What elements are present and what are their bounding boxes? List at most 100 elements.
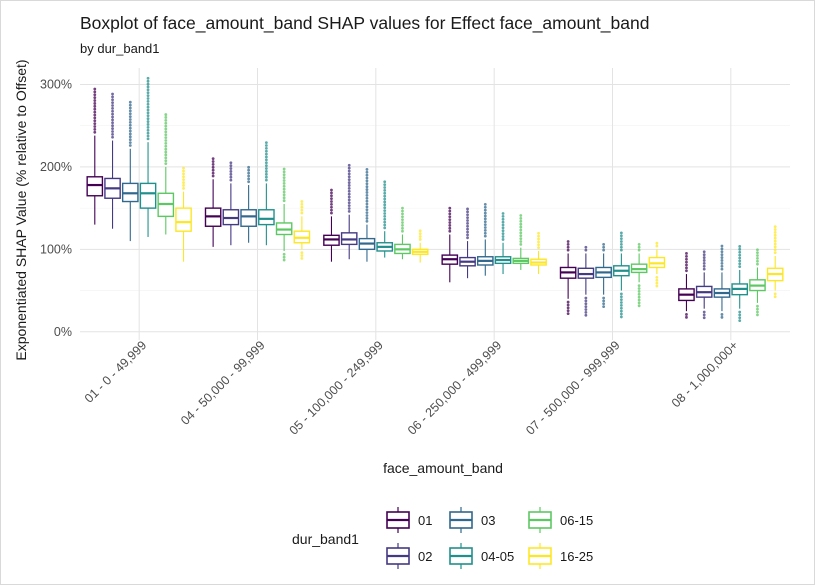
outlier-point [418, 232, 422, 236]
outlier-point [93, 130, 97, 134]
box-body [139, 182, 157, 209]
outlier-point [720, 259, 724, 262]
outlier-point [466, 236, 469, 240]
outlier-point [566, 240, 570, 243]
outlier-point [602, 302, 606, 306]
outlier-point [619, 295, 623, 299]
outlier-point [537, 243, 540, 247]
outlier-point [300, 205, 304, 209]
box-body [258, 209, 275, 226]
outlier-point [773, 225, 777, 229]
legend-key: 03 [449, 507, 495, 533]
outlier-point [383, 214, 387, 218]
outlier-point [773, 228, 777, 231]
outlier-point [519, 234, 523, 238]
plot-panel [80, 68, 790, 340]
outlier-point [738, 316, 742, 320]
outlier-point [566, 242, 570, 246]
outlier-point [448, 206, 452, 210]
outlier-point [383, 220, 387, 224]
outlier-point [365, 193, 369, 197]
outlier-point [211, 171, 215, 175]
outlier-point [264, 155, 268, 159]
outlier-point [164, 142, 168, 145]
outlier-point [466, 216, 469, 220]
outlier-point [128, 121, 132, 124]
outlier-point [519, 231, 523, 235]
outlier-point [282, 193, 286, 197]
outlier-point [619, 315, 623, 319]
outlier-point [229, 170, 233, 173]
outlier-point [347, 172, 351, 176]
outlier-point [720, 315, 724, 319]
outlier-point [756, 254, 759, 257]
outlier-point [365, 217, 369, 220]
outlier-point [330, 205, 333, 209]
outlier-point [619, 248, 623, 252]
outlier-point [93, 116, 97, 120]
outlier-point [264, 146, 268, 150]
y-axis: 0% 100% 200% 300% [40, 77, 72, 338]
outlier-point [365, 205, 369, 209]
outlier-point [164, 144, 168, 148]
outlier-point [720, 250, 724, 254]
outlier-point [347, 198, 351, 202]
outlier-point [347, 201, 351, 205]
outlier-point [330, 203, 333, 206]
outlier-point [383, 189, 387, 192]
outlier-point [448, 224, 452, 227]
x-axis-label: face_amount_band [383, 460, 503, 476]
outlier-point [330, 211, 333, 215]
outlier-point [282, 196, 286, 200]
outlier-point [756, 307, 759, 311]
outlier-point [111, 109, 114, 113]
outlier-point [383, 194, 387, 198]
outlier-point [702, 316, 706, 320]
outlier-point [738, 253, 742, 257]
outlier-point [537, 231, 540, 235]
outlier-point [720, 313, 724, 316]
outlier-point [383, 212, 387, 215]
outlier-point [247, 165, 251, 169]
outlier-point [93, 113, 97, 117]
outlier-point [466, 213, 469, 217]
outlier-point [619, 234, 623, 238]
outlier-point [347, 195, 351, 199]
outlier-point [619, 298, 623, 302]
outlier-point [182, 186, 185, 190]
outlier-point [282, 199, 286, 203]
outlier-point [365, 191, 369, 194]
box-body [175, 207, 192, 232]
outlier-point [164, 116, 168, 119]
outlier-point [685, 315, 688, 319]
chart-title: Boxplot of face_amount_band SHAP values … [80, 13, 649, 34]
outlier-point [566, 300, 570, 304]
y-axis-label: Exponentiated SHAP Value (% relative to … [13, 59, 29, 360]
outlier-point [501, 212, 505, 215]
outlier-point [330, 200, 333, 203]
outlier-point [685, 260, 688, 264]
outlier-point [93, 122, 97, 126]
outlier-point [365, 199, 369, 203]
outlier-point [300, 208, 304, 212]
outlier-point [637, 248, 641, 252]
outlier-point [756, 251, 759, 255]
outlier-point [466, 230, 469, 234]
outlier-point [720, 253, 724, 257]
outlier-point [247, 180, 251, 184]
outlier-point [111, 112, 114, 116]
outlier-point [519, 217, 523, 220]
outlier-point [401, 218, 404, 222]
x-tick-label: 04 - 50,000 - 99,999 [178, 338, 268, 428]
outlier-point [738, 319, 742, 323]
outlier-point [566, 248, 570, 252]
outlier-point [637, 301, 641, 305]
legend-title: dur_band1 [292, 531, 359, 547]
outlier-point [483, 234, 487, 238]
outlier-point [773, 233, 777, 237]
outlier-point [93, 107, 97, 111]
outlier-point [756, 248, 759, 252]
outlier-point [282, 184, 286, 188]
outlier-point [702, 264, 706, 268]
outlier-point [383, 200, 387, 204]
